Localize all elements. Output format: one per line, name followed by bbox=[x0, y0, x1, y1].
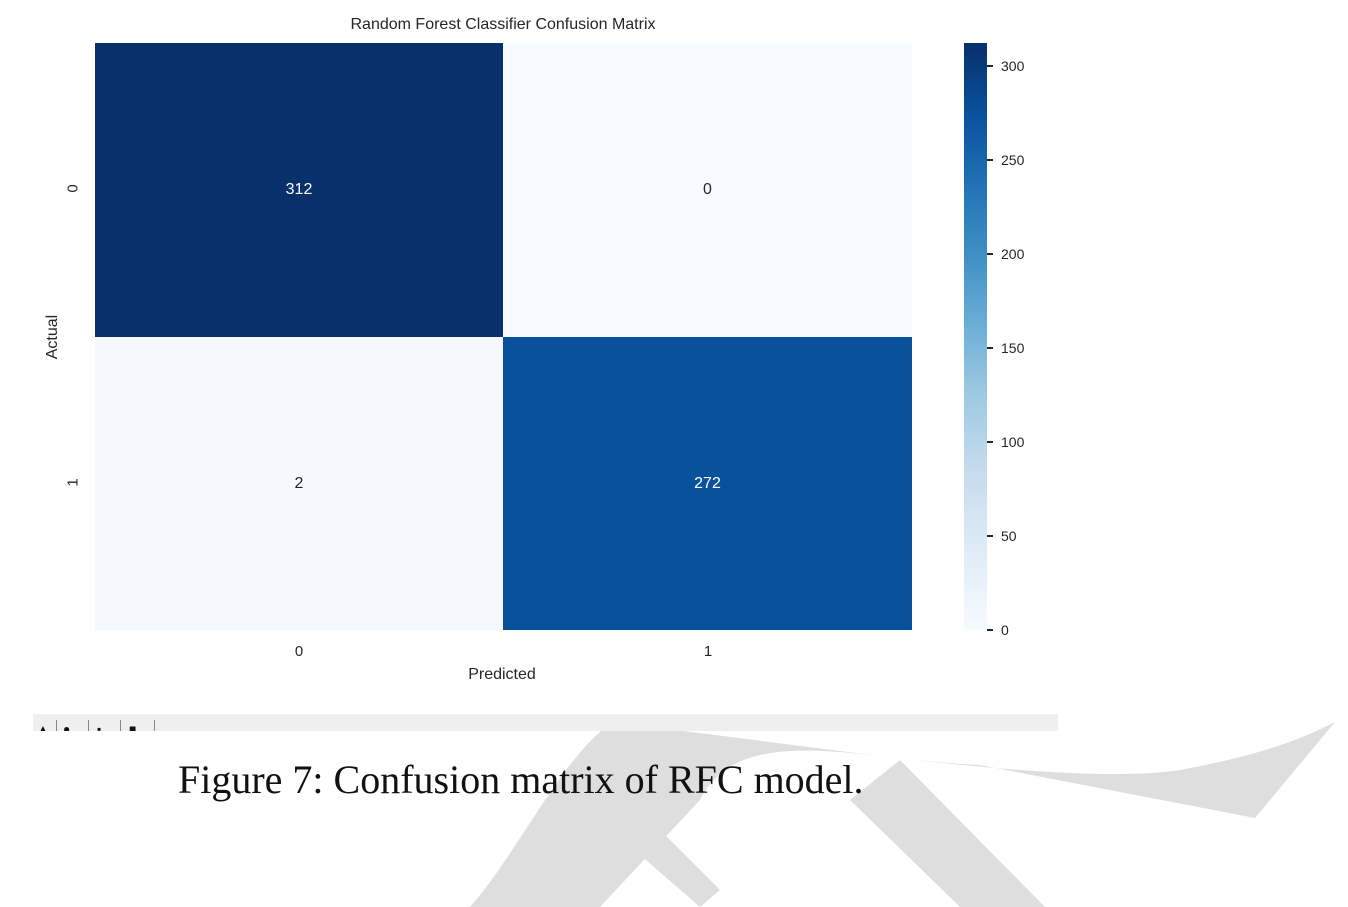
toolbar-divider bbox=[120, 720, 121, 731]
y-axis-label: Actual bbox=[44, 314, 61, 360]
colorbar-tick-200: 200 bbox=[987, 246, 1024, 262]
colorbar bbox=[964, 43, 987, 630]
chart-title: Random Forest Classifier Confusion Matri… bbox=[350, 16, 656, 33]
colorbar-tick-300: 300 bbox=[987, 58, 1024, 74]
toolbar-divider bbox=[56, 720, 57, 731]
dot-icon[interactable]: ▪ bbox=[97, 722, 102, 731]
y-tick-0: 0 bbox=[64, 184, 82, 193]
arrow-up-icon[interactable]: ▲ bbox=[37, 722, 49, 731]
toolbar-divider bbox=[88, 720, 89, 731]
cell-actual0-pred1: 0 bbox=[503, 43, 912, 337]
colorbar-tick-150: 150 bbox=[987, 340, 1024, 356]
circle-icon[interactable]: ● bbox=[63, 722, 71, 731]
confusion-matrix-heatmap: 312 0 2 272 bbox=[95, 43, 912, 630]
x-tick-1: 1 bbox=[703, 643, 713, 660]
toolbar-divider bbox=[154, 720, 155, 731]
cell-value: 2 bbox=[294, 474, 304, 492]
cell-actual1-pred1: 272 bbox=[503, 337, 912, 630]
colorbar-tick-0: 0 bbox=[987, 622, 1009, 638]
plot-toolbar-strip: ▲ ● ▪ ■ bbox=[33, 714, 1058, 731]
cell-value: 0 bbox=[703, 181, 712, 198]
cell-actual1-pred0: 2 bbox=[95, 337, 503, 630]
cell-value: 272 bbox=[694, 474, 721, 492]
cell-value: 312 bbox=[285, 181, 313, 198]
x-axis-label: Predicted bbox=[468, 666, 536, 683]
square-icon[interactable]: ■ bbox=[129, 722, 137, 731]
x-tick-0: 0 bbox=[294, 643, 304, 660]
figure-caption: Figure 7: Confusion matrix of RFC model. bbox=[178, 757, 864, 802]
colorbar-tick-250: 250 bbox=[987, 152, 1024, 168]
y-tick-1: 1 bbox=[64, 478, 82, 487]
colorbar-tick-50: 50 bbox=[987, 528, 1017, 544]
cell-actual0-pred0: 312 bbox=[95, 43, 503, 337]
colorbar-tick-100: 100 bbox=[987, 434, 1024, 450]
